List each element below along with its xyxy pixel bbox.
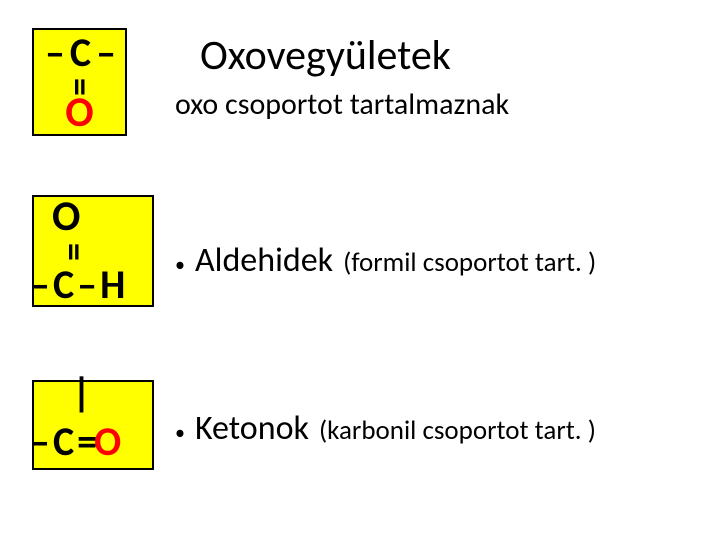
- oxo-carbon-row: – C –: [34, 28, 125, 77]
- single-bond-icon: |: [72, 368, 91, 417]
- bullet-dot-icon: •: [175, 255, 185, 275]
- formyl-oxygen: O: [52, 191, 80, 242]
- chem-box-formyl: O = – C – H: [32, 195, 154, 307]
- bullet-aldehidek: • Aldehidek (formil csoportot tart. ): [175, 240, 596, 281]
- bullet-ketonok: • Ketonok (karbonil csoportot tart. ): [175, 408, 596, 449]
- chem-box-oxo: – C – = O: [32, 28, 127, 136]
- oxo-oxygen: O: [34, 87, 125, 138]
- bullet-paren-text: (formil csoportot tart. ): [343, 246, 596, 279]
- bullet-dot-icon: •: [175, 423, 185, 443]
- bullet-paren-text: (karbonil csoportot tart. ): [319, 414, 596, 447]
- double-bond-icon: =: [52, 243, 96, 255]
- bullet-main-text: Aldehidek: [195, 240, 333, 281]
- carbonyl-row: – C =O: [30, 417, 118, 466]
- carbonyl-row-black: – C =: [30, 417, 94, 466]
- page-title: Oxovegyületek: [200, 30, 451, 81]
- chem-box-carbonyl: | – C =O: [32, 380, 154, 470]
- page-subtitle: oxo csoportot tartalmaznak: [175, 86, 509, 123]
- carbonyl-row-red: O: [94, 417, 118, 466]
- formyl-row: – C – H: [30, 260, 122, 309]
- bullet-main-text: Ketonok: [195, 408, 309, 449]
